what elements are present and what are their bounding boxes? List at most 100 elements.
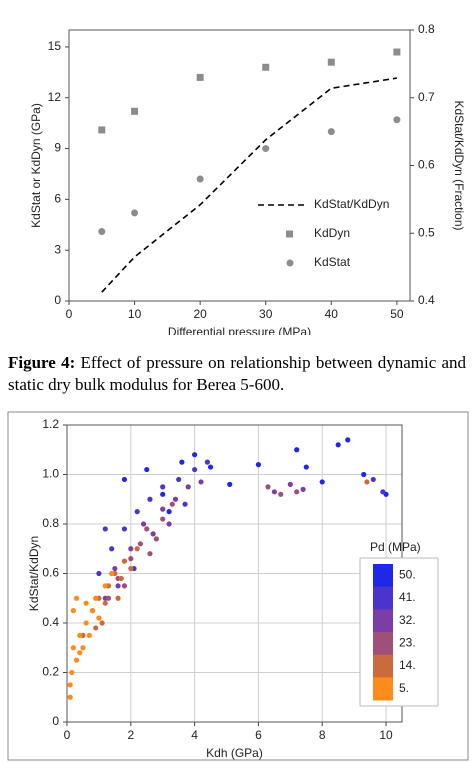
legend-label: 41. (399, 590, 416, 604)
point (185, 484, 191, 490)
point (70, 645, 76, 651)
point (118, 575, 124, 582)
point (262, 145, 270, 153)
point (169, 501, 175, 507)
point (176, 476, 182, 483)
x-tick-label: 40 (325, 307, 339, 321)
point (166, 509, 172, 515)
point (131, 107, 139, 115)
x-tick-label: 30 (259, 307, 273, 321)
point (380, 489, 386, 495)
point (93, 595, 99, 601)
y-tick-label: 0 (52, 714, 59, 728)
point (112, 565, 118, 572)
point (96, 570, 102, 577)
point (73, 595, 80, 601)
figure-caption: Figure 4: Effect of pressure on relation… (8, 352, 466, 396)
legend-swatch (373, 586, 393, 610)
point (160, 516, 166, 522)
point (77, 632, 83, 638)
y-tick-label: 1.0 (42, 467, 59, 481)
point (327, 58, 335, 66)
point (137, 541, 143, 547)
x-tick-label: 8 (319, 728, 326, 742)
point (335, 442, 341, 448)
legend-swatch (373, 677, 393, 701)
point (93, 625, 99, 631)
caption-text: Effect of pressure on relationship betwe… (8, 353, 467, 394)
legend-title: Pd (MPa) (370, 540, 421, 554)
point (96, 615, 102, 621)
y-tick-label: 15 (48, 39, 62, 53)
point (192, 466, 198, 473)
figure-frame (7, 411, 469, 761)
x-tick-label: 10 (128, 307, 142, 321)
point (128, 546, 134, 552)
y2-tick-label: 0.6 (418, 158, 435, 172)
point (345, 437, 351, 443)
point (140, 521, 147, 527)
legend-swatch (373, 632, 393, 656)
y-axis-label: KdStat/KdDyn (27, 536, 41, 611)
point (105, 595, 112, 601)
x-tick-label: 2 (127, 728, 134, 742)
point (86, 632, 92, 638)
y-tick-label: 9 (54, 141, 61, 155)
legend-swatch (286, 259, 294, 267)
legend-swatch (373, 654, 393, 678)
point (144, 526, 150, 532)
point (182, 501, 188, 507)
point (109, 570, 115, 577)
point (160, 491, 166, 497)
point (393, 116, 401, 124)
point (70, 608, 76, 614)
point (370, 476, 376, 483)
point (98, 126, 106, 134)
point (99, 620, 105, 626)
x-axis-label: Kdh (GPa) (206, 746, 263, 760)
chart: 0 3 6 9 12 15 0.4 0.5 0.6 0.7 0.8 0 10 20 30 40 50 Differ… (29, 22, 466, 335)
legend-label: 23. (399, 636, 416, 650)
point (77, 650, 83, 656)
point (134, 509, 140, 515)
x-tick-label: 0 (66, 307, 73, 321)
ratio-line (101, 77, 398, 293)
point (361, 471, 367, 478)
legend-label: 14. (399, 658, 416, 672)
point (204, 459, 210, 465)
point (131, 209, 139, 217)
point (128, 565, 134, 572)
y-tick-label: 1.2 (42, 417, 59, 431)
point (294, 489, 300, 495)
point (196, 73, 204, 81)
y-tick-label: 0.6 (42, 566, 59, 580)
x-tick-label: 20 (193, 307, 207, 321)
x-tick-label: 10 (379, 728, 393, 742)
point (109, 546, 115, 552)
legend-swatch (373, 564, 393, 588)
point (262, 63, 270, 71)
point (69, 669, 75, 676)
point (121, 526, 128, 532)
chart: 0 0.2 0.4 0.6 0.8 1.0 1.2 0 2 4 6 8 10 Kdh (GPa) KdSta… (7, 411, 469, 761)
x-tick-label: 6 (255, 728, 262, 742)
x-tick-label: 50 (390, 307, 404, 321)
point (198, 479, 204, 485)
point (134, 546, 140, 552)
legend-label: KdDyn (314, 226, 350, 240)
point (89, 608, 96, 614)
point (364, 479, 370, 485)
point (303, 464, 309, 470)
point (207, 464, 214, 470)
point (115, 583, 121, 589)
point (192, 452, 198, 458)
point (98, 228, 106, 236)
y-axis-label: KdStat or KdDyn (GPa) (29, 103, 43, 228)
point (147, 551, 153, 557)
point (166, 521, 172, 527)
x-axis-label: Differential pressure (MPa) (168, 325, 311, 335)
point (121, 583, 128, 589)
y2-tick-label: 0.7 (418, 90, 435, 104)
legend-label: KdStat (314, 255, 351, 269)
